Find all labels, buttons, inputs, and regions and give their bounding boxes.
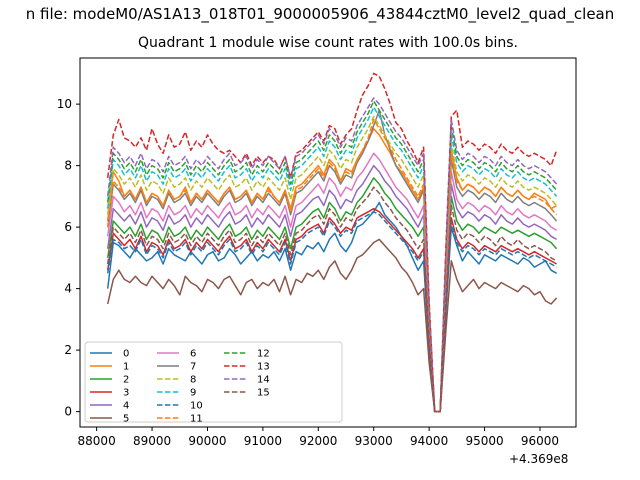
legend-label-14: 14 (257, 375, 270, 386)
x-tick-label: 91000 (244, 434, 282, 448)
x-tick-label: 88000 (78, 434, 116, 448)
legend-label-11: 11 (190, 414, 203, 425)
legend-label-8: 8 (190, 375, 196, 386)
x-tick-label: 90000 (188, 434, 226, 448)
legend-label-4: 4 (123, 401, 129, 412)
series-line-10 (106, 211, 557, 413)
y-tick-label: 6 (64, 220, 72, 234)
series-line-2 (106, 177, 558, 413)
x-tick-label: 95000 (465, 434, 503, 448)
legend-box (84, 341, 343, 423)
y-axis: 0 2 4 6 8 10 (57, 97, 80, 419)
series-line-0 (106, 201, 557, 413)
series-line-11 (106, 118, 558, 413)
legend-label-0: 0 (123, 349, 129, 360)
y-tick-label: 10 (57, 97, 72, 111)
series-line-8 (106, 115, 558, 413)
series-line-6 (106, 152, 557, 413)
series-line-4 (106, 164, 557, 413)
legend-label-13: 13 (257, 362, 270, 373)
plot-frame (79, 57, 577, 428)
legend-label-7: 7 (190, 362, 196, 373)
figure-suptitle: n file: modeM0/AS1A13_018T01_9000005906_… (25, 5, 615, 23)
x-tick-label: 89000 (133, 434, 171, 448)
y-tick-label: 8 (64, 159, 72, 173)
x-tick-label: 92000 (299, 434, 337, 448)
legend-label-15: 15 (257, 388, 270, 399)
series-layer (106, 72, 558, 413)
legend-label-3: 3 (123, 388, 129, 399)
x-tick-label: 94000 (410, 434, 448, 448)
x-axis: 88000 89000 90000 91000 92000 93000 94000 95000… (78, 427, 559, 448)
x-axis-offset-label: +4.369e8 (509, 452, 569, 466)
legend-label-9: 9 (190, 388, 196, 399)
legend-label-1: 1 (123, 362, 129, 373)
y-tick-label: 4 (64, 282, 72, 296)
series-line-3 (106, 207, 557, 413)
y-tick-label: 2 (64, 343, 72, 357)
series-line-9 (106, 106, 558, 413)
chart-title: Quadrant 1 module wise count rates with … (138, 35, 518, 51)
legend-label-6: 6 (190, 349, 196, 360)
series-line-7 (106, 109, 558, 413)
legend-label-12: 12 (257, 349, 270, 360)
legend-label-10: 10 (190, 401, 203, 412)
legend-label-2: 2 (123, 375, 129, 386)
x-tick-label: 96000 (521, 434, 559, 448)
y-tick-label: 0 (64, 405, 72, 419)
series-line-12 (106, 100, 558, 413)
x-tick-label: 93000 (355, 434, 393, 448)
series-line-5 (106, 238, 558, 413)
series-line-15 (106, 186, 557, 413)
legend-label-5: 5 (123, 414, 129, 425)
series-line-14 (106, 97, 558, 413)
